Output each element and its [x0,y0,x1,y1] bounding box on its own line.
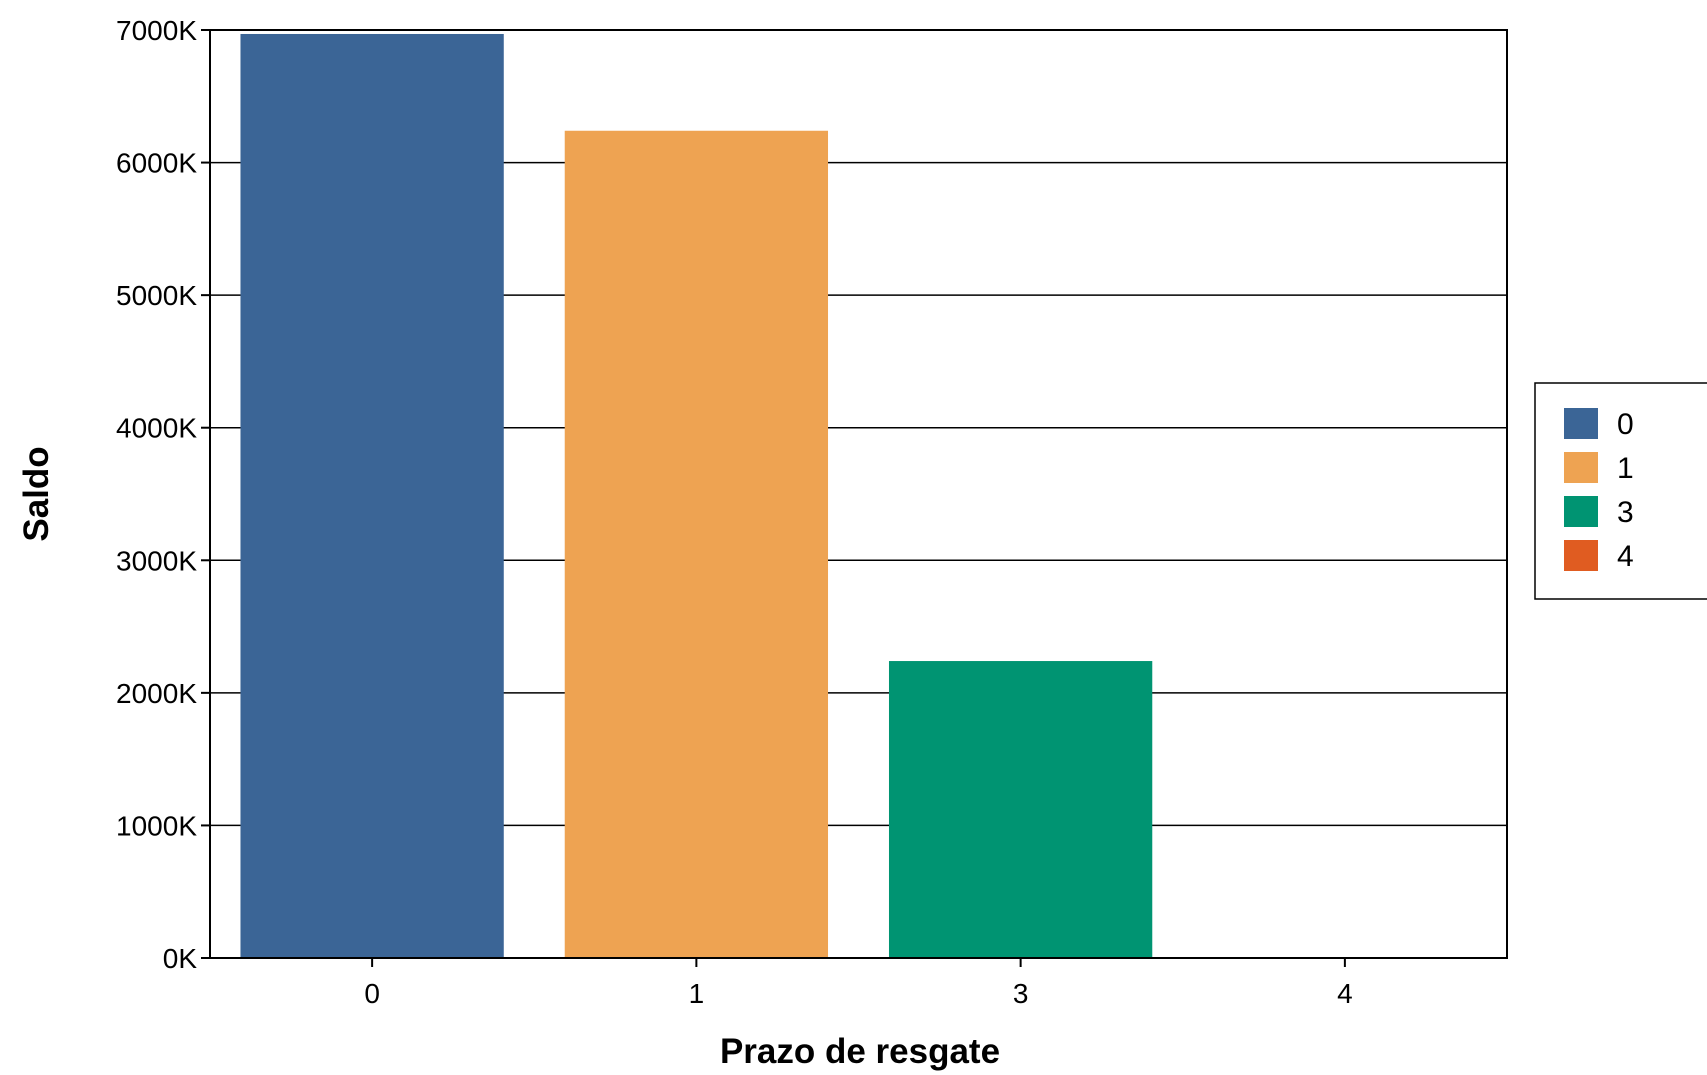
legend-swatch-1 [1564,452,1598,483]
plot-frame [209,29,1508,959]
x-tick-label: 0 [364,978,380,1009]
legend-swatch-0 [1564,408,1598,439]
bar-0 [240,33,504,958]
legend-swatch-3 [1564,496,1598,527]
legend: 0 1 3 4 [1534,382,1707,600]
legend-label-3: 3 [1617,496,1634,529]
bar-1 [564,130,829,959]
bars [240,33,1153,959]
y-tick-label: 7000K [116,15,197,46]
x-tick-label: 3 [1013,978,1029,1009]
y-tick-label: 4000K [116,413,197,444]
y-tick-label: 2000K [116,678,197,709]
y-axis-title: Saldo [17,446,56,541]
x-tick-label: 1 [689,978,705,1009]
y-tick-label: 1000K [116,810,197,841]
legend-box [1534,382,1707,600]
legend-label-1: 1 [1617,452,1634,485]
y-axis-ticks: 0K 1000K 2000K 3000K 4000K 5000K 6000K 7000K [116,15,210,974]
x-axis-ticks: 0 1 3 4 [364,958,1353,1009]
x-tick-label: 4 [1337,978,1353,1009]
bar-3 [888,661,1153,958]
legend-label-0: 0 [1617,408,1634,441]
x-axis-title: Prazo de resgate [720,1032,1000,1071]
y-tick-label: 3000K [116,545,197,576]
legend-swatch-4 [1564,540,1598,571]
y-tick-label: 0K [163,943,198,974]
legend-label-4: 4 [1617,540,1634,573]
y-tick-label: 6000K [116,148,197,179]
y-tick-label: 5000K [116,280,197,311]
